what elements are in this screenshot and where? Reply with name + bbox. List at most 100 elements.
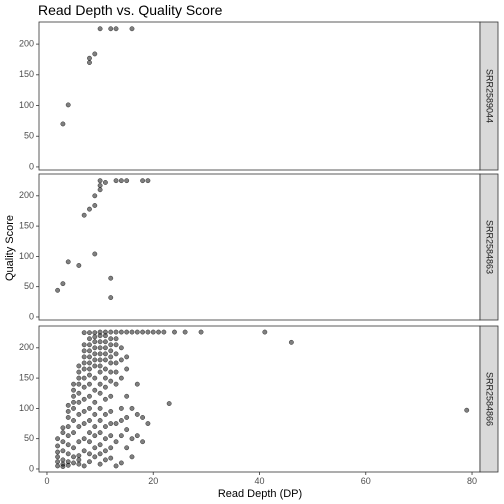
data-point <box>145 178 151 184</box>
y-tick-label: 100 <box>19 100 34 110</box>
panel-frame <box>38 21 481 171</box>
y-tick-label: 50 <box>24 281 34 291</box>
data-point <box>156 329 161 335</box>
y-tick-label: 200 <box>19 190 34 200</box>
data-point <box>102 375 108 381</box>
data-point <box>92 345 98 351</box>
data-point <box>87 459 92 465</box>
data-point <box>118 345 124 351</box>
data-point <box>97 381 103 387</box>
data-point <box>118 375 124 381</box>
data-point <box>81 421 87 426</box>
data-point <box>87 330 92 336</box>
data-point <box>60 461 66 467</box>
y-tick-label: 0 <box>29 311 34 321</box>
data-point <box>464 407 470 413</box>
data-point <box>150 329 156 335</box>
data-point <box>65 451 71 457</box>
data-point <box>102 351 108 357</box>
data-point <box>87 336 92 342</box>
data-point <box>129 454 135 460</box>
data-point <box>102 396 108 402</box>
data-point <box>92 51 98 57</box>
data-point <box>87 342 92 348</box>
data-point <box>124 178 130 184</box>
data-point <box>60 281 66 287</box>
data-point <box>76 453 82 459</box>
data-point <box>97 339 103 345</box>
data-point <box>97 442 103 448</box>
data-point <box>129 329 135 335</box>
data-point <box>60 448 66 454</box>
data-point <box>108 455 114 461</box>
data-point <box>76 363 82 369</box>
data-point <box>108 342 114 348</box>
data-point <box>113 178 119 184</box>
data-point <box>102 366 108 372</box>
data-point <box>118 357 124 363</box>
facet-strip <box>479 325 499 473</box>
data-point <box>124 415 130 420</box>
data-point <box>108 378 114 384</box>
data-point <box>92 203 98 208</box>
data-point <box>87 354 92 360</box>
data-point <box>113 439 119 445</box>
data-point <box>108 393 114 399</box>
data-point <box>76 263 82 268</box>
data-point <box>65 408 71 414</box>
facet-strip-label: SRR2584866 <box>485 372 495 426</box>
data-point <box>55 463 61 469</box>
facet-strip <box>479 21 499 171</box>
data-point <box>60 430 66 436</box>
x-axis-title: Read Depth (DP) <box>218 488 302 500</box>
data-point <box>65 459 71 465</box>
data-point <box>145 421 151 426</box>
data-point <box>108 26 114 32</box>
data-point <box>55 287 61 293</box>
data-point <box>108 295 114 301</box>
facet-strip-label: SRR2584863 <box>485 220 495 274</box>
data-point <box>76 457 82 463</box>
data-point <box>140 415 146 420</box>
data-point <box>92 339 98 345</box>
data-point <box>71 418 76 423</box>
data-point <box>87 418 92 423</box>
data-point <box>97 369 103 375</box>
data-point <box>92 363 98 369</box>
data-point <box>92 375 98 381</box>
data-point <box>108 348 114 354</box>
data-point <box>108 354 114 360</box>
data-point <box>92 357 98 363</box>
data-point <box>81 463 87 469</box>
data-point <box>134 411 140 417</box>
data-point <box>87 381 92 387</box>
data-point <box>81 384 87 390</box>
x-tick-label: 40 <box>254 476 264 486</box>
data-point <box>108 421 114 426</box>
data-point <box>129 436 135 442</box>
data-point <box>288 339 294 345</box>
y-tick-label: 150 <box>19 372 34 382</box>
data-point <box>102 357 108 363</box>
data-point <box>97 451 103 457</box>
data-point <box>55 459 61 465</box>
data-point <box>76 411 82 417</box>
data-point <box>87 405 92 411</box>
data-point <box>65 415 71 420</box>
y-tick-label: 200 <box>19 342 34 352</box>
data-point <box>92 424 98 430</box>
y-tick-label: 100 <box>19 251 34 261</box>
data-point <box>60 457 66 463</box>
y-tick-label: 200 <box>19 38 34 48</box>
facet-panel: SRR2584863 0 50 100 150 200 <box>19 173 499 321</box>
data-point <box>108 275 114 281</box>
data-point <box>55 436 61 442</box>
facet-panel: SRR2589044 0 50 100 150 200 <box>19 21 499 171</box>
y-tick-label: 150 <box>19 220 34 230</box>
data-point <box>102 457 108 463</box>
data-point <box>55 449 61 455</box>
data-point <box>198 329 204 335</box>
data-point <box>92 411 98 417</box>
data-point <box>81 354 87 360</box>
data-point <box>81 342 87 348</box>
